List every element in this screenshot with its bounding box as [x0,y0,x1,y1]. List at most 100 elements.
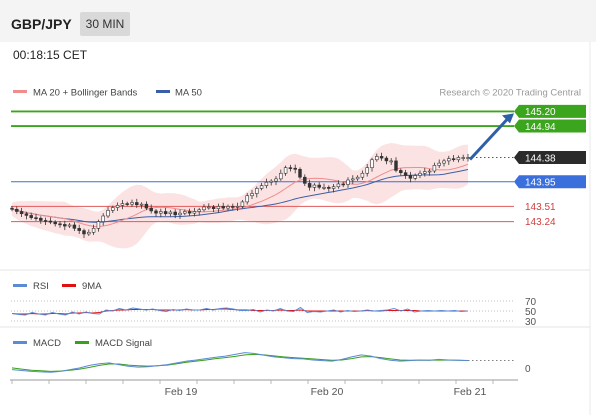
candle-body [235,206,240,208]
candle-body [63,224,67,227]
x-axis-ticks [11,380,494,384]
candle-body [211,206,216,209]
candle-body [432,165,437,172]
candle-body [10,207,14,210]
candle-body [135,202,139,206]
candle-body [384,157,389,162]
candle-body [226,206,230,209]
level-label-144.94: 144.94 [525,122,556,133]
level-labels: 145.20 144.94 144.38 143.95 143.51 143.24 [514,104,586,228]
candle-body [351,178,355,181]
candle-body [250,193,254,197]
candle-body [39,217,43,221]
credit-text: Research © 2020 Trading Central [439,88,581,99]
candle-body [240,201,245,207]
candle-body [322,187,326,189]
candle-body [77,228,81,231]
x-tick-label-feb19: Feb 19 [165,386,198,398]
candle-body [48,220,53,223]
macd-tick-0: 0 [525,364,531,375]
legend-signal: MACD Signal [95,338,152,349]
candle-body [293,167,297,170]
timeframe-button[interactable]: 30 MIN [80,12,130,36]
candle-body [336,183,341,188]
legend-macd: MACD [33,338,61,349]
level-tag-143.95 [514,175,586,189]
candle-body [173,211,177,216]
instrument-title: GBP/JPY [11,16,72,32]
legend-ma50: MA 50 [175,88,202,99]
candle-body [331,186,336,189]
candle-body [365,167,369,174]
candle-body [82,230,86,235]
candle-body [125,203,129,205]
rsi-tick-70: 70 [525,297,537,308]
candle-body [144,203,149,209]
candle-body [255,188,259,194]
forecast-arrow-head [502,113,514,124]
level-label-144.38: 144.38 [525,153,556,164]
candle-body [427,170,432,173]
x-tick-label-feb20: Feb 20 [311,386,344,398]
level-tag-145.20 [514,104,586,118]
candle-body [360,172,365,178]
candle-body [43,220,48,222]
candle-body [149,207,153,212]
candle-body [101,215,105,222]
candle-body [120,203,125,206]
candle-body [288,167,293,169]
candle-body [19,211,24,215]
candle-body [312,184,317,188]
candle-body [303,176,307,184]
candle-body [216,206,221,209]
level-label-143.24: 143.24 [525,217,556,228]
candle-body [245,195,249,203]
candle-body [67,224,72,227]
candle-body [375,156,379,161]
candle-body [408,175,413,179]
candle-body [418,172,422,176]
candle-body [379,156,384,159]
macd-signal-line [11,353,469,372]
legend-swatch-ma50 [156,90,170,93]
legend-swatch-signal [75,341,89,344]
candle-body [346,179,350,185]
candle-body [207,206,211,209]
candle-body [197,209,201,212]
level-label-145.20: 145.20 [525,107,556,118]
candle-body [192,211,197,214]
level-label-143.95: 143.95 [525,177,556,188]
moving-averages [11,163,469,228]
candle-body [413,175,417,179]
candlesticks [10,152,470,238]
candle-body [274,178,278,182]
current-time: 00:18:15 CET [13,48,88,62]
candle-body [394,160,398,171]
candle-body [24,213,29,216]
legend-swatch-ma20 [13,90,27,93]
candle-body [451,158,456,161]
legend-swatch-macd [13,341,27,344]
candle-body [163,211,168,215]
forecast-arrow [468,113,514,161]
candle-body [283,167,288,174]
candle-body [389,160,393,163]
candle-body [15,208,19,212]
candle-body [58,223,62,226]
candle-body [403,172,408,176]
legend-9ma: 9MA [82,281,102,292]
bollinger-bands [12,143,468,249]
legend-rsi: RSI [33,281,49,292]
forecast-arrow-shaft [468,117,510,161]
level-label-143.51: 143.51 [525,202,556,213]
rsi-line [11,306,469,316]
candle-body [442,160,446,164]
candle-body [91,228,96,233]
candle-body [327,187,331,189]
macd-lines [11,352,514,373]
legend-swatch-9ma [62,284,76,287]
candle-body [461,157,465,159]
candle-body [298,169,302,178]
